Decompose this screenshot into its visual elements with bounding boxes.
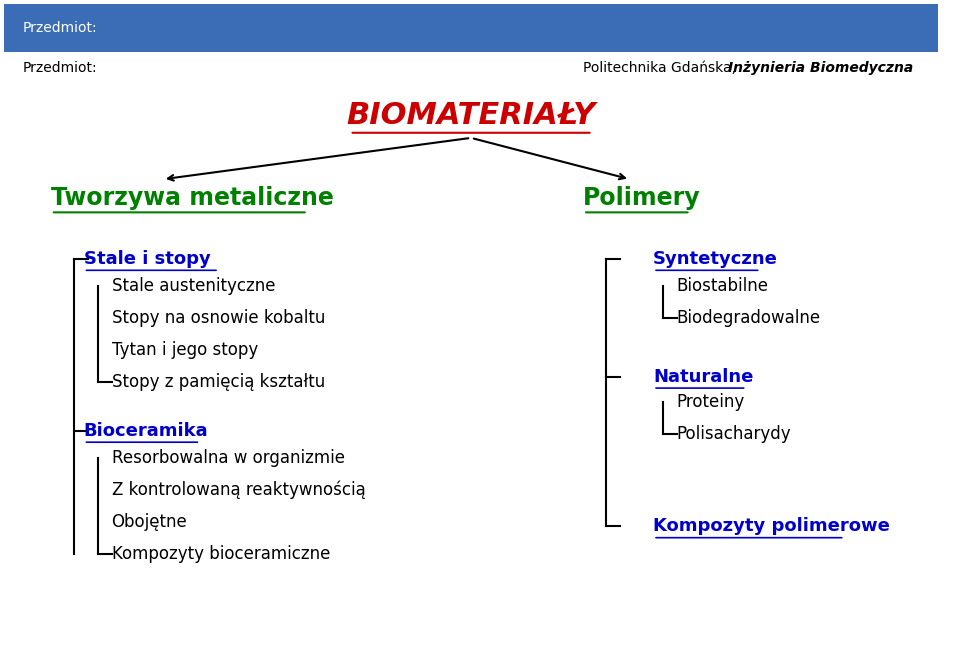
Text: Resorbowalna w organizmie: Resorbowalna w organizmie bbox=[111, 449, 345, 467]
Text: Naturalne: Naturalne bbox=[653, 368, 754, 386]
Bar bbox=[4, 4, 938, 52]
Text: Tworzywa metaliczne: Tworzywa metaliczne bbox=[51, 186, 334, 210]
Text: Przedmiot:: Przedmiot: bbox=[23, 21, 98, 35]
Text: Proteiny: Proteiny bbox=[677, 393, 745, 411]
Text: Bioceramika: Bioceramika bbox=[84, 422, 208, 440]
Text: Kompozyty bioceramiczne: Kompozyty bioceramiczne bbox=[111, 544, 330, 562]
Text: Tytan i jego stopy: Tytan i jego stopy bbox=[111, 341, 258, 359]
Text: BIOMATERIAŁY: BIOMATERIAŁY bbox=[347, 101, 596, 130]
Text: Kompozyty polimerowe: Kompozyty polimerowe bbox=[653, 517, 890, 535]
Text: Stale i stopy: Stale i stopy bbox=[84, 250, 210, 268]
Text: Stopy z pamięcią kształtu: Stopy z pamięcią kształtu bbox=[111, 373, 324, 391]
Text: Biodegradowalne: Biodegradowalne bbox=[677, 309, 821, 327]
Text: Obojętne: Obojętne bbox=[111, 513, 187, 531]
Text: Polimery: Polimery bbox=[583, 186, 701, 210]
Text: Stale austenityczne: Stale austenityczne bbox=[111, 277, 276, 295]
Text: Syntetyczne: Syntetyczne bbox=[653, 250, 778, 268]
Text: Stopy na osnowie kobaltu: Stopy na osnowie kobaltu bbox=[111, 309, 324, 327]
Text: Z kontrolowaną reaktywnością: Z kontrolowaną reaktywnością bbox=[111, 481, 366, 499]
Text: Biostabilne: Biostabilne bbox=[677, 277, 769, 295]
Text: Politechnika Gdańska,: Politechnika Gdańska, bbox=[583, 61, 740, 75]
Text: Przedmiot:: Przedmiot: bbox=[23, 61, 98, 75]
Text: Inżynieria Biomedyczna: Inżynieria Biomedyczna bbox=[728, 61, 913, 75]
Text: Polisacharydy: Polisacharydy bbox=[677, 425, 791, 443]
